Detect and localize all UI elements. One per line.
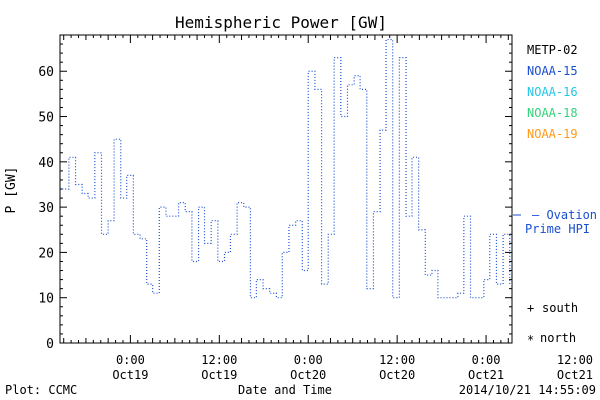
x-tick-label-date: Oct19 [201, 368, 237, 382]
plot-area [59, 34, 513, 344]
x-axis: 0:00Oct1912:00Oct190:00Oct2012:00Oct200:… [63, 35, 593, 382]
x-tick-label-date: Oct20 [379, 368, 415, 382]
x-axis-label: Date and Time [238, 383, 332, 397]
legend-noaa-15: NOAA-15 [527, 64, 578, 78]
marker-legend-north-label: north [540, 331, 576, 345]
chart-title: Hemispheric Power [GW] [175, 13, 387, 32]
legend-metp-02: METP-02 [527, 43, 578, 57]
marker-legend-south-symbol: + [527, 301, 534, 315]
x-tick-label-time: 12:00 [557, 353, 593, 367]
legend: METP-02 NOAA-15 NOAA-16 NOAA-18 NOAA-19 [527, 43, 578, 141]
legend-noaa-18: NOAA-18 [527, 106, 578, 120]
legend-noaa-19: NOAA-19 [527, 127, 578, 141]
y-tick-label: 10 [38, 292, 54, 307]
x-tick-label-time: 12:00 [379, 353, 415, 367]
series-noaa-15-line [62, 38, 512, 299]
x-tick-label-time: 0:00 [472, 353, 501, 367]
x-tick-label-date: Oct20 [290, 368, 326, 382]
y-axis: 0 10 20 30 40 50 60 [38, 34, 512, 352]
series-solid-segment [523, 234, 529, 284]
x-tick-label-time: 0:00 [116, 353, 145, 367]
y-tick-label: 20 [38, 246, 54, 261]
y-tick-label: 40 [38, 156, 54, 171]
reference-line-label-2: Prime HPI [525, 222, 590, 236]
footer-credit: Plot: CCMC [5, 383, 77, 397]
plot-frame [59, 34, 513, 344]
marker-legend-north-symbol: * [527, 333, 534, 347]
y-axis-label: P [GW] [4, 167, 19, 214]
x-tick-label-time: 0:00 [294, 353, 323, 367]
marker-legend: + south * north [527, 301, 578, 347]
y-tick-label: 30 [38, 201, 54, 216]
reference-line-legend: — Ovation Prime HPI [513, 208, 597, 236]
x-tick-label-date: Oct19 [112, 368, 148, 382]
footer-timestamp: 2014/10/21 14:55:09 [459, 383, 596, 397]
x-tick-label-date: Oct21 [468, 368, 504, 382]
marker-legend-south-label: south [542, 301, 578, 315]
x-tick-label-time: 12:00 [201, 353, 237, 367]
legend-noaa-16: NOAA-16 [527, 85, 578, 99]
x-tick-label-date: Oct21 [557, 368, 593, 382]
y-tick-label: 50 [38, 111, 54, 126]
y-tick-label: 60 [38, 65, 54, 80]
series-layer [62, 38, 529, 299]
reference-line-label-1: — Ovation [532, 208, 597, 222]
y-tick-label: 0 [46, 337, 54, 352]
